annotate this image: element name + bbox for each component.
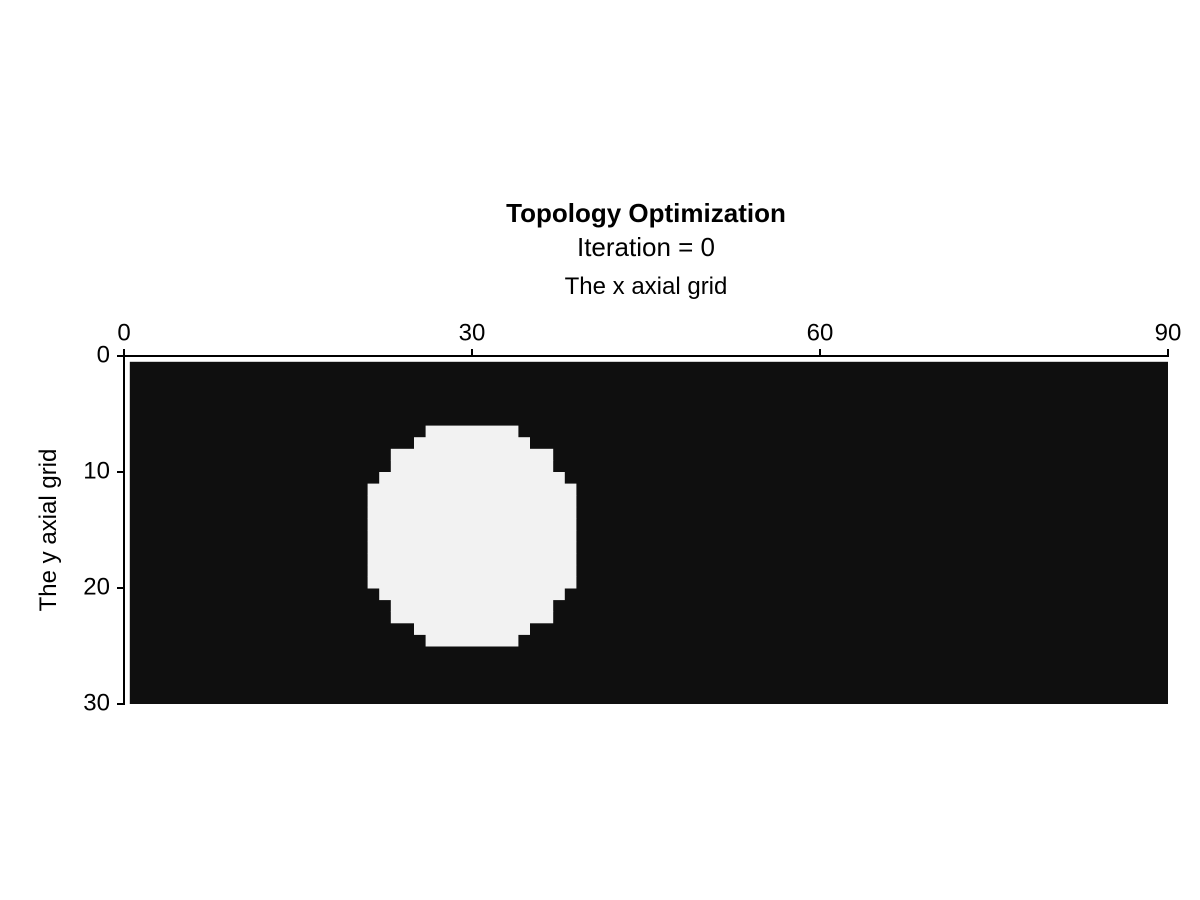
chart-title: Topology Optimization	[506, 198, 786, 228]
void-row-12	[367, 495, 577, 508]
y-tick-label: 30	[83, 689, 110, 716]
void-row-21	[390, 599, 554, 612]
void-row-15	[367, 530, 577, 543]
void-row-10	[379, 472, 565, 485]
void-row-24	[425, 634, 519, 647]
y-ticks: 0 10 20 30	[83, 341, 124, 716]
y-tick-label: 0	[97, 341, 110, 368]
solid-material-region	[129, 361, 1168, 704]
x-tick-label: 60	[807, 319, 834, 346]
chart-subtitle: Iteration = 0	[577, 232, 715, 262]
void-row-9	[390, 460, 554, 473]
void-row-11	[367, 483, 577, 496]
void-region	[367, 425, 577, 647]
void-row-18	[367, 564, 577, 577]
x-tick-label: 90	[1155, 319, 1182, 346]
void-row-7	[414, 437, 530, 450]
void-row-19	[367, 576, 577, 589]
void-row-22	[390, 611, 554, 624]
axes: 0 30 60 90 0 10 20 30	[83, 319, 1181, 716]
x-ticks: 0 30 60 90	[117, 319, 1181, 356]
x-axis-label: The x axial grid	[565, 273, 728, 300]
void-row-20	[379, 588, 565, 601]
x-tick-label: 30	[459, 319, 486, 346]
void-row-8	[390, 448, 554, 461]
void-row-6	[425, 425, 519, 438]
plot-area	[129, 361, 1168, 704]
y-axis-label: The y axial grid	[35, 449, 62, 612]
void-row-16	[367, 541, 577, 554]
void-row-17	[367, 553, 577, 566]
void-row-14	[367, 518, 577, 531]
y-tick-label: 10	[83, 457, 110, 484]
void-row-23	[414, 622, 530, 635]
void-row-13	[367, 506, 577, 519]
x-tick-label: 0	[117, 319, 130, 346]
y-tick-label: 20	[83, 573, 110, 600]
